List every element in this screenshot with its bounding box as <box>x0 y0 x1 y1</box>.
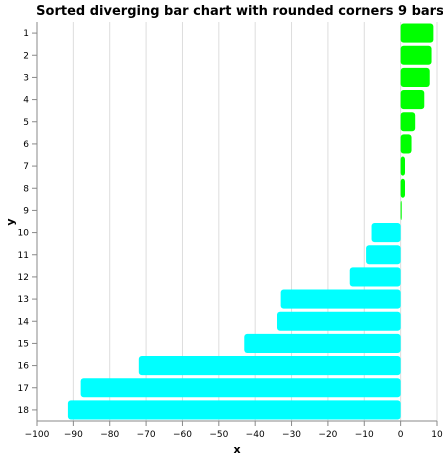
grid <box>36 22 438 421</box>
x-tick-label: −100 <box>25 430 50 440</box>
bar <box>400 134 412 154</box>
x-tick-label: 0 <box>398 430 404 440</box>
y-tick-label: 6 <box>23 140 29 150</box>
x-tick-label: −40 <box>246 430 265 440</box>
y-tick-label: 10 <box>18 229 30 239</box>
x-tick-label: −10 <box>355 430 374 440</box>
bar <box>400 112 416 132</box>
y-tick-label: 2 <box>23 51 29 61</box>
y-tick-label: 5 <box>23 118 29 128</box>
y-axis-title: y <box>4 218 17 225</box>
bar <box>80 378 401 398</box>
bar <box>400 156 405 176</box>
bar <box>67 400 401 420</box>
x-tick-label: −20 <box>318 430 337 440</box>
y-tick-label: 17 <box>18 384 29 394</box>
bar <box>277 311 401 331</box>
bar <box>366 245 401 265</box>
chart-title: Sorted diverging bar chart with rounded … <box>36 4 443 19</box>
y-tick-label: 14 <box>18 317 30 327</box>
y-tick-label: 12 <box>18 273 29 283</box>
x-tick-label: 10 <box>431 430 443 440</box>
x-tick-label: −30 <box>282 430 301 440</box>
bar <box>280 289 401 309</box>
axes: −100 −90 −80 −70 −60 −50 −40 −30 −20 −10 0 10123456… <box>18 22 443 440</box>
bar <box>371 223 401 243</box>
bar <box>138 356 401 376</box>
y-tick-label: 8 <box>23 184 29 194</box>
x-tick-label: −80 <box>100 430 119 440</box>
y-tick-label: 9 <box>23 206 29 216</box>
y-tick-label: 18 <box>18 406 30 416</box>
y-tick-label: 7 <box>23 162 29 172</box>
bar <box>349 267 401 287</box>
y-tick-label: 13 <box>18 295 29 305</box>
y-tick-label: 3 <box>23 73 29 83</box>
y-tick-label: 11 <box>18 251 29 261</box>
x-tick-label: −50 <box>209 430 228 440</box>
bar <box>244 333 401 353</box>
bar <box>400 90 425 110</box>
bars <box>67 23 434 420</box>
bar <box>400 23 434 43</box>
y-tick-label: 1 <box>23 29 29 39</box>
x-tick-label: −90 <box>64 430 83 440</box>
x-tick-label: −70 <box>137 430 156 440</box>
bar <box>400 67 430 87</box>
y-tick-label: 4 <box>23 96 29 106</box>
bar <box>400 45 432 65</box>
bar <box>400 200 402 220</box>
bar <box>400 178 405 198</box>
y-tick-label: 16 <box>18 362 30 372</box>
x-axis-title: x <box>233 443 240 456</box>
x-tick-label: −60 <box>173 430 192 440</box>
y-tick-label: 15 <box>18 339 29 349</box>
